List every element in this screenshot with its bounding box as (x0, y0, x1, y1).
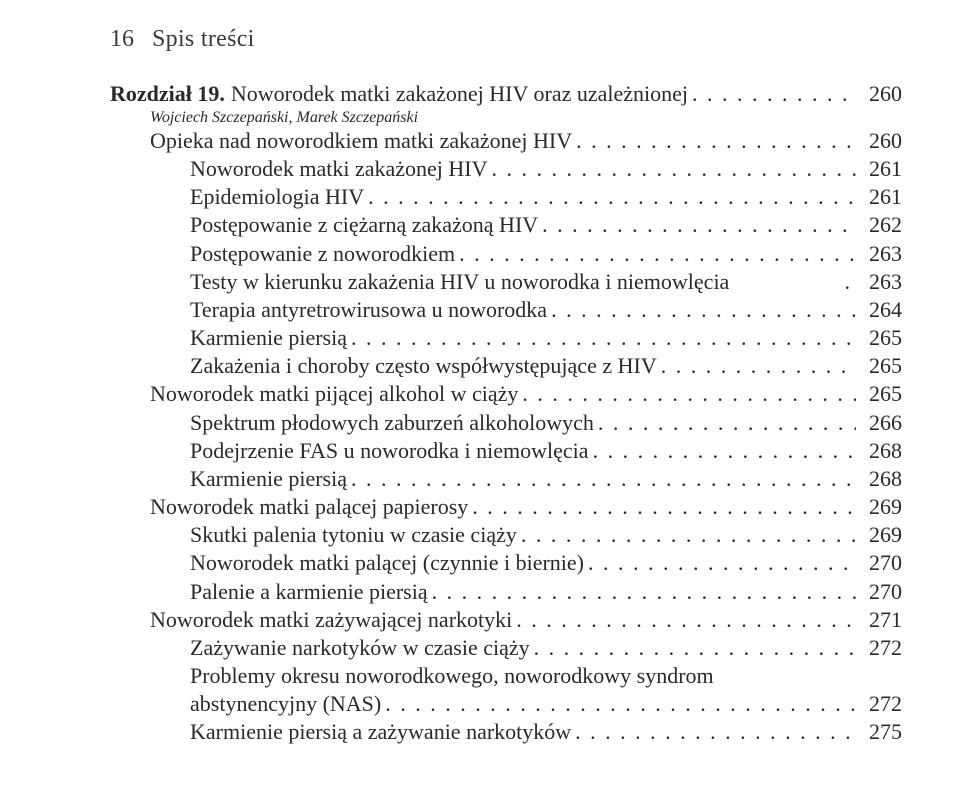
toc-row: Skutki palenia tytoniu w czasie ciąży. .… (110, 521, 902, 549)
toc-label: Noworodek matki zażywającej narkotyki (150, 606, 512, 634)
author-line: Wojciech Szczepański, Marek Szczepański (110, 109, 902, 127)
toc-page: 266 (856, 409, 902, 437)
toc-page: 270 (856, 549, 902, 577)
toc-label: Palenie a karmienie piersią (190, 578, 428, 606)
chapter-heading: Rozdział 19. Noworodek matki zakażonej H… (110, 81, 902, 107)
toc-row: Noworodek matki palącej papierosy. . . .… (110, 493, 902, 521)
dot-leader: . . . . . . . . . . . . . . . . . . . . … (538, 211, 856, 239)
toc-row: Epidemiologia HIV. . . . . . . . . . . .… (110, 183, 902, 211)
toc-page: 263 (856, 240, 902, 268)
toc-page: 275 (856, 718, 902, 746)
dot-leader: . . . . . . . . . . . . . . . . . . . . … (517, 521, 856, 549)
dot-leader: . . . . . . . . . . . . . . . . . . . . … (530, 634, 856, 662)
toc-page: 271 (856, 606, 902, 634)
page-number: 16 (110, 26, 134, 53)
toc-page: 264 (856, 296, 902, 324)
toc-row: Palenie a karmienie piersią. . . . . . .… (110, 578, 902, 606)
toc-row: Postępowanie z noworodkiem. . . . . . . … (110, 240, 902, 268)
toc-page: 261 (856, 155, 902, 183)
toc-label: Opieka nad noworodkiem matki zakażonej H… (150, 127, 572, 155)
dot-leader: . . . . . . . . . . . . . . . . . . . . … (594, 409, 856, 437)
toc-label: Problemy okresu noworodkowego, noworodko… (190, 662, 714, 690)
toc-label: Postępowanie z ciężarną zakażoną HIV (190, 211, 538, 239)
toc-row: Noworodek matki zażywającej narkotyki. .… (110, 606, 902, 634)
toc-page: 272 (856, 690, 902, 718)
dot-leader: . . . . . . . . . . . . . . . . . . . . … (688, 81, 856, 107)
toc-label: Zażywanie narkotyków w czasie ciąży (190, 634, 530, 662)
toc-label: Karmienie piersią (190, 324, 347, 352)
dot-leader: . . . . . . . . . . . . . . . . . . . . … (428, 578, 856, 606)
toc-page: 262 (856, 211, 902, 239)
dot-leader: . . . . . . . . . . . . . . . . . . . . … (571, 718, 856, 746)
toc-page: 270 (856, 578, 902, 606)
toc-page: 269 (856, 521, 902, 549)
toc-row: Noworodek matki zakażonej HIV. . . . . .… (110, 155, 902, 183)
toc-page: 265 (856, 324, 902, 352)
dot-leader: . . . . . . . . . . . . . . . . . . . . … (589, 437, 856, 465)
dot-leader: . . . . . . . . . . . . . . . . . . . . … (364, 183, 856, 211)
dot-leader: . . . . . . . . . . . . . . . . . . . . … (547, 296, 856, 324)
dot-leader: . . . . . . . . . . . . . . . . . . . . … (572, 127, 856, 155)
dot-leader: . . . . . . . . . . . . . . . . . . . . … (347, 324, 856, 352)
toc-row: Testy w kierunku zakażenia HIV u noworod… (110, 268, 902, 296)
dot-leader: . . . . . . . . . . . . . . . . . . . . … (512, 606, 856, 634)
toc-label: Podejrzenie FAS u noworodka i niemowlęci… (190, 437, 589, 465)
toc-label: Noworodek matki palącej (czynnie i biern… (190, 549, 584, 577)
dot-leader: . . . . . . . . . . . . . . . . . . . . … (468, 493, 856, 521)
toc-page: 265 (856, 380, 902, 408)
toc-page: 268 (856, 465, 902, 493)
toc-label: Noworodek matki zakażonej HIV (190, 155, 488, 183)
dot-leader: . . . . . . . . . . . . . . . . . . . . … (455, 240, 856, 268)
toc-label: Testy w kierunku zakażenia HIV u noworod… (190, 268, 729, 296)
page-header: 16 Spis treści (110, 26, 902, 53)
toc-page: 272 (856, 634, 902, 662)
toc-label: Skutki palenia tytoniu w czasie ciąży (190, 521, 517, 549)
toc-label: Spektrum płodowych zaburzeń alkoholowych (190, 409, 594, 437)
toc-label: Karmienie piersią a zażywanie narkotyków (190, 718, 571, 746)
toc-label: Epidemiologia HIV (190, 183, 364, 211)
toc-row: Noworodek matki pijącej alkohol w ciąży.… (110, 380, 902, 408)
dot-leader: . . . . . . . . . . . . . . . . . . . . … (347, 465, 856, 493)
toc-row: Noworodek matki palącej (czynnie i biern… (110, 549, 902, 577)
toc-row: Spektrum płodowych zaburzeń alkoholowych… (110, 409, 902, 437)
chapter-title: Noworodek matki zakażonej HIV oraz uzale… (231, 81, 688, 107)
toc-page: 269 (856, 493, 902, 521)
toc-row: Karmienie piersią. . . . . . . . . . . .… (110, 324, 902, 352)
toc-row: Postępowanie z ciężarną zakażoną HIV. . … (110, 211, 902, 239)
toc-row: Terapia antyretrowirusowa u noworodka. .… (110, 296, 902, 324)
dot-leader: . . . . . . . . . . . . . . . . . . . . … (488, 155, 856, 183)
chapter-label: Rozdział 19. (110, 81, 225, 107)
toc-entries: Opieka nad noworodkiem matki zakażonej H… (110, 127, 902, 746)
toc-row: Zakażenia i choroby często współwystępuj… (110, 352, 902, 380)
toc-label: Terapia antyretrowirusowa u noworodka (190, 296, 547, 324)
toc-page: 261 (856, 183, 902, 211)
toc-label: Karmienie piersią (190, 465, 347, 493)
toc-label: Noworodek matki palącej papierosy (150, 493, 468, 521)
dot-leader: . . . . . . . . . . . . . . . . . . . . … (381, 690, 856, 718)
toc-page: 268 (856, 437, 902, 465)
toc-page: 265 (856, 352, 902, 380)
toc-label: Postępowanie z noworodkiem (190, 240, 455, 268)
toc-row: Zażywanie narkotyków w czasie ciąży. . .… (110, 634, 902, 662)
toc-row: Karmienie piersią a zażywanie narkotyków… (110, 718, 902, 746)
toc-page: 263 (856, 268, 902, 296)
toc-label-wrap: abstynencyjny (NAS) (190, 690, 381, 718)
toc-label: Zakażenia i choroby często współwystępuj… (190, 352, 657, 380)
dot-leader: . . . . . . . . . . . . . . . . . . . . … (584, 549, 856, 577)
toc-row: Problemy okresu noworodkowego, noworodko… (110, 662, 902, 690)
author-names: Wojciech Szczepański, Marek Szczepański (150, 109, 418, 127)
dot-leader-short: . (729, 268, 856, 296)
toc-label: Noworodek matki pijącej alkohol w ciąży (150, 380, 518, 408)
toc-row: Karmienie piersią. . . . . . . . . . . .… (110, 465, 902, 493)
toc-row: Podejrzenie FAS u noworodka i niemowlęci… (110, 437, 902, 465)
toc-row-wrap: abstynencyjny (NAS). . . . . . . . . . .… (110, 690, 902, 718)
dot-leader: . . . . . . . . . . . . . . . . . . . . … (518, 380, 856, 408)
dot-leader: . . . . . . . . . . . . . . . . . . . . … (657, 352, 856, 380)
header-title: Spis treści (152, 26, 255, 53)
chapter-page: 260 (856, 81, 902, 107)
toc-row: Opieka nad noworodkiem matki zakażonej H… (110, 127, 902, 155)
toc-page: 260 (856, 127, 902, 155)
